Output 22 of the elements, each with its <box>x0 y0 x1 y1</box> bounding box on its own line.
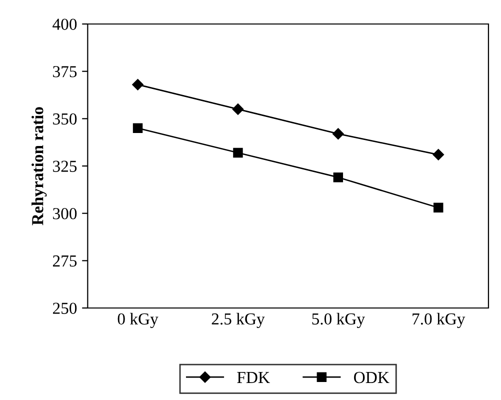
y-tick-label: 250 <box>52 302 77 314</box>
y-tick-label: 400 <box>52 18 77 30</box>
point <box>132 123 143 133</box>
y-tick-label: 275 <box>52 255 77 267</box>
point <box>232 104 244 115</box>
y-tick-label: 300 <box>53 208 77 220</box>
legend-label: FDK <box>237 372 270 383</box>
point <box>432 149 444 160</box>
point <box>233 148 243 158</box>
x-tick-label: 0 kGy <box>118 312 158 328</box>
y-tick-label: 350 <box>53 113 77 125</box>
point <box>333 172 344 182</box>
point <box>132 78 144 90</box>
y-tick-label: 375 <box>53 66 77 78</box>
x-tick-label: 2.5 kGy <box>212 312 265 328</box>
point <box>434 202 444 213</box>
y-tick-label: 325 <box>53 160 77 172</box>
point <box>332 128 344 140</box>
legend-label: ODK <box>354 372 390 384</box>
x-tick-label: 5.0 kGy <box>312 312 365 328</box>
x-tick-label: 7.0 kGy <box>412 312 466 328</box>
y-axis-title: Rehyration ratio <box>32 107 47 226</box>
